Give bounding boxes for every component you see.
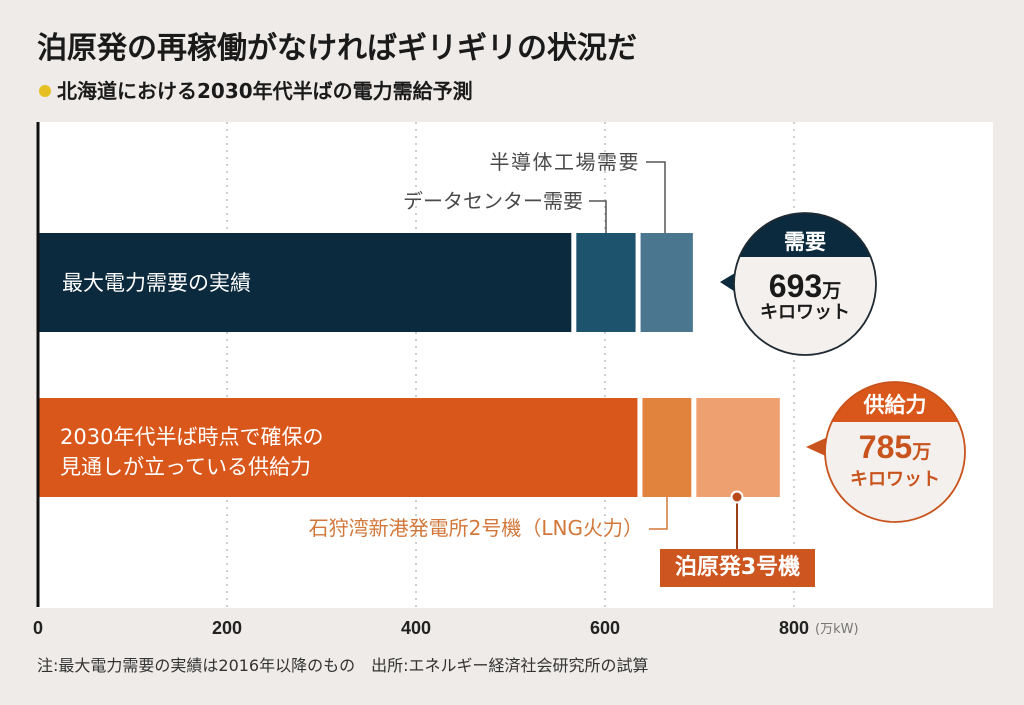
footnote-source: 出所:エネルギー経済社会研究所の試算 xyxy=(371,656,649,675)
supply-callout-title: 供給力 xyxy=(863,393,927,417)
demand-bar-segment-1 xyxy=(576,233,636,332)
x-tick-label: 600 xyxy=(589,618,621,638)
footnote: 注:最大電力需要の実績は2016年以降のもの 出所:エネルギー経済社会研究所の試算 xyxy=(37,655,649,677)
demand-callout-title: 需要 xyxy=(784,230,826,254)
subtitle-text: 北海道における2030年代半ばの電力需給予測 xyxy=(57,79,473,103)
supply-base-label-line-2: 見通しが立っている供給力 xyxy=(60,455,311,479)
supply-bar-segment-1 xyxy=(642,398,692,497)
demand-callout-unit: キロワット xyxy=(760,302,850,323)
x-tick-label: 400 xyxy=(400,618,432,638)
datacenter-leader-line xyxy=(589,200,607,233)
supply-callout-pointer xyxy=(806,436,830,458)
supply-callout-amount: 785万 xyxy=(859,429,931,465)
demand-base-segment-label: 最大電力需要の実績 xyxy=(62,271,251,295)
datacenter-demand-label: データセンター需要 xyxy=(403,189,583,213)
supply-base-segment-label: 2030年代半ば時点で確保の 見通しが立っている供給力 xyxy=(60,422,323,482)
chart-title: 泊原発の再稼働がなければギリギリの状況だ xyxy=(37,31,637,66)
x-tick-label: 0 xyxy=(32,618,44,638)
supply-callout-value: 785 xyxy=(859,429,912,465)
demand-bar-segment-2 xyxy=(640,233,693,332)
lng-plant-label: 石狩湾新港発電所2号機（LNG火力） xyxy=(308,516,643,540)
x-axis-unit: (万kW) xyxy=(815,622,859,637)
bullet-dot-icon xyxy=(39,85,51,97)
x-tick-label: 800 xyxy=(778,618,810,638)
semiconductor-demand-label: 半導体工場需要 xyxy=(489,150,640,174)
demand-callout-outline xyxy=(733,212,877,356)
demand-callout-amount: 693万 xyxy=(769,268,841,304)
lng-leader-line xyxy=(649,497,668,530)
semiconductor-leader-line xyxy=(646,161,666,233)
demand-bar-segment-0 xyxy=(38,233,572,332)
tomari-unit3-label: 泊原発3号機 xyxy=(660,549,815,587)
bars xyxy=(38,233,780,497)
demand-callout-value: 693 xyxy=(769,268,822,304)
supply-callout-outline xyxy=(824,381,966,523)
x-tick-label: 200 xyxy=(211,618,243,638)
demand-callout-unit-prefix: 万 xyxy=(821,280,841,302)
supply-callout-unit: キロワット xyxy=(850,469,940,490)
tomari-leader-dot xyxy=(730,490,744,504)
chart-subtitle: 北海道における2030年代半ばの電力需給予測 xyxy=(39,79,473,103)
plot-area xyxy=(38,122,993,608)
supply-bar-segment-0 xyxy=(38,398,638,497)
supply-bar-segment-2 xyxy=(696,398,780,497)
supply-callout-unit-prefix: 万 xyxy=(911,441,931,463)
supply-base-label-line-1: 2030年代半ば時点で確保の xyxy=(60,425,324,449)
footnote-note: 注:最大電力需要の実績は2016年以降のもの xyxy=(37,656,356,675)
